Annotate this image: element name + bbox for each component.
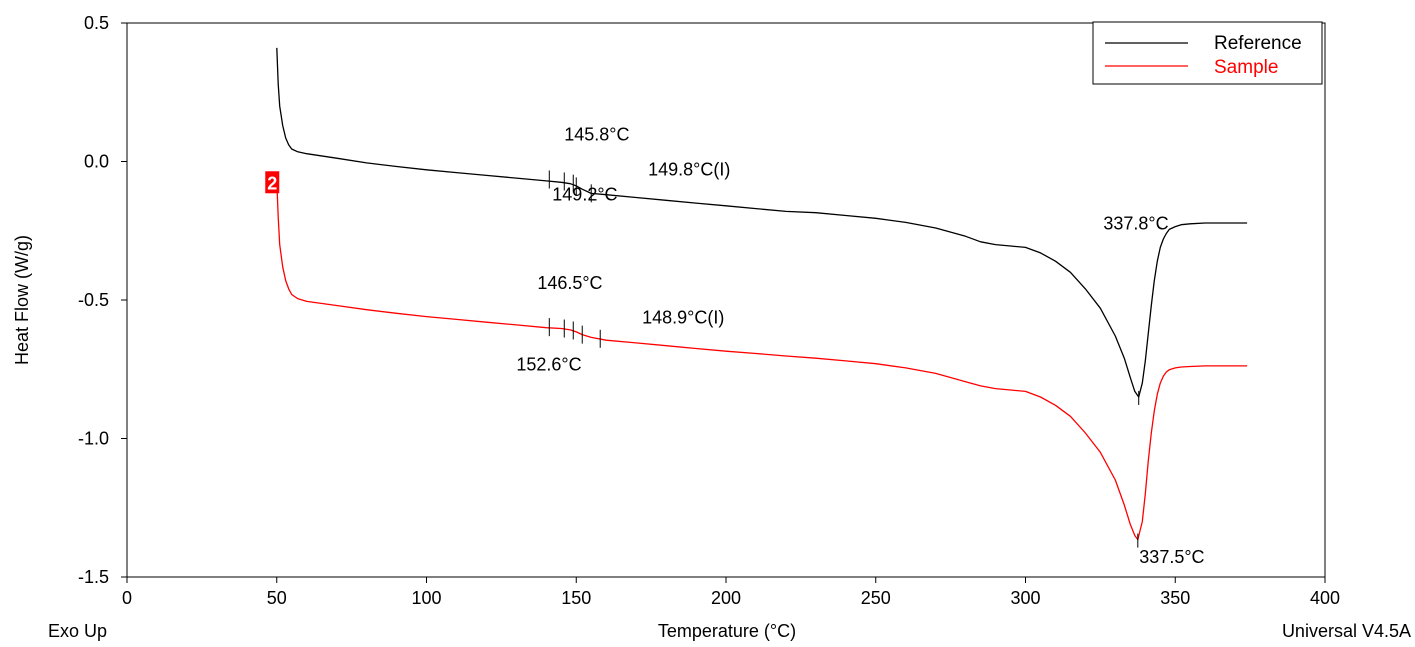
curve-marker-box [265,171,280,194]
x-tick-label: 400 [1310,588,1340,608]
y-axis-title: Heat Flow (W/g) [12,235,32,365]
annotation-label: 149.2°C [552,184,617,204]
curve-marker-label: 2 [267,173,277,193]
annotation-label: 337.8°C [1103,213,1168,233]
annotation-label: 148.9°C(I) [642,308,724,328]
x-axis-title: Temperature (°C) [658,621,796,641]
x-tick-label: 150 [561,588,591,608]
x-tick-label: 100 [411,588,441,608]
legend-label-reference: Reference [1214,33,1302,54]
x-tick-label: 300 [1010,588,1040,608]
y-tick-label: -1.5 [78,567,109,587]
series-layer [276,47,1248,541]
footer-version: Universal V4.5A [1282,621,1411,641]
x-tick-label: 200 [711,588,741,608]
series-line-sample [276,182,1248,541]
annotation-label: 152.6°C [516,355,581,375]
annotation-label: 146.5°C [537,273,602,293]
y-tick-label: 0.0 [84,152,109,172]
annotation-label: 337.5°C [1139,547,1204,567]
legend: Reference Sample [1092,21,1323,85]
x-tick-label: 350 [1160,588,1190,608]
y-tick-label: -0.5 [78,290,109,310]
annotation-label: 149.8°C(I) [648,159,730,179]
x-tick-label: 50 [267,588,287,608]
annotations: 145.8°C 149.8°C(I) 149.2°C 337.8°C 146.5°C 14… [265,125,1205,567]
y-tick-label: -1.0 [78,429,109,449]
series-line-reference [276,47,1248,398]
axes: 0 50 100 150 200 250 300 350 400 0.5 0.0 -0.5 -1.0 -1… [78,13,1340,608]
x-tick-label: 250 [861,588,891,608]
legend-label-sample: Sample [1214,57,1278,78]
annotation-marks [548,170,1140,548]
footer-exo-up: Exo Up [48,621,107,641]
legend-box [1092,21,1323,85]
y-tick-label: 0.5 [84,13,109,33]
x-tick-label: 0 [122,588,132,608]
annotation-label: 145.8°C [564,125,629,145]
